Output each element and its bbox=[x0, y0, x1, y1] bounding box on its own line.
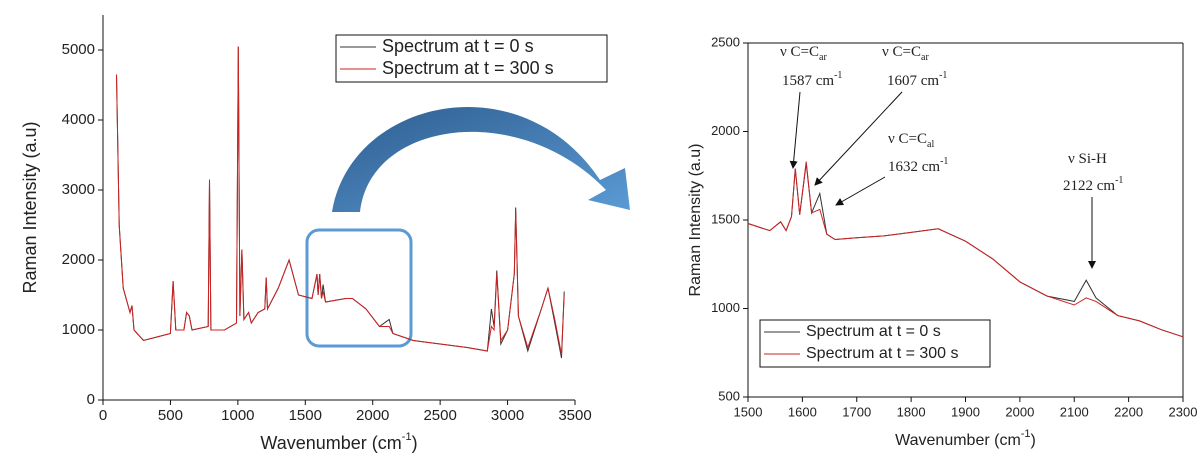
x-tick-label: 1500 bbox=[734, 404, 763, 419]
legend bbox=[335, 34, 608, 83]
annotation-arrow bbox=[814, 91, 903, 186]
x-tick-label: 500 bbox=[158, 407, 183, 424]
x-axis-label-part: ) bbox=[412, 433, 418, 453]
annotation: ν C=Car bbox=[780, 44, 827, 63]
legend-label: Spectrum at t = 300 s bbox=[806, 345, 959, 362]
x-tick-label: 1700 bbox=[842, 404, 871, 419]
annotation: ν C=Car bbox=[882, 44, 929, 63]
x-axis-label-part: Wavenumber (cm bbox=[895, 432, 1021, 449]
y-tick-label: 1000 bbox=[711, 300, 740, 315]
spectrum-line bbox=[747, 161, 1184, 338]
x-axis-label: Wavenumber (cm-1) bbox=[895, 428, 1036, 449]
x-tick-label: 2100 bbox=[1060, 404, 1089, 419]
spectrum-line bbox=[116, 46, 565, 355]
x-tick-label: 2500 bbox=[423, 407, 456, 424]
legend-label: Spectrum at t = 0 s bbox=[382, 36, 534, 56]
x-tick-label: 1800 bbox=[897, 404, 926, 419]
annotation: ν C=Cal bbox=[888, 131, 934, 150]
x-tick-label: 2000 bbox=[1005, 404, 1034, 419]
y-axis-label: Raman Intensity (a.u) bbox=[687, 144, 704, 297]
y-tick-label: 5000 bbox=[62, 41, 95, 58]
annotation: 1632 cm-1 bbox=[888, 156, 948, 175]
annotation-arrow bbox=[789, 91, 801, 169]
y-tick-label: 2500 bbox=[711, 34, 740, 49]
y-tick-label: 500 bbox=[718, 388, 740, 403]
annotation: 1607 cm-1 bbox=[887, 70, 947, 89]
annotations: ν C=Car 1587 cm-1 ν C=Car 1607 cm-1 ν C=… bbox=[780, 44, 1123, 269]
annotation: 2122 cm-1 bbox=[1063, 175, 1123, 194]
annotation-arrow bbox=[835, 176, 886, 206]
y-tick-label: 1000 bbox=[62, 321, 95, 338]
x-tick-label: 1500 bbox=[289, 407, 322, 424]
y-axis-label: Raman Intensity (a.u) bbox=[20, 121, 40, 293]
spectrum-line bbox=[747, 163, 1184, 338]
x-tick-label: 1600 bbox=[788, 404, 817, 419]
x-tick-label: 3500 bbox=[558, 407, 591, 424]
x-axis-label-part: -1 bbox=[402, 431, 412, 443]
x-tick-label: 1000 bbox=[221, 407, 254, 424]
legend-label: Spectrum at t = 300 s bbox=[382, 58, 554, 78]
x-axis-label-part: Wavenumber (cm bbox=[260, 433, 401, 453]
x-tick-label: 0 bbox=[99, 407, 107, 424]
legend-label: Spectrum at t = 0 s bbox=[806, 323, 941, 340]
zoom-arrow bbox=[332, 106, 630, 212]
zoom-box bbox=[305, 228, 413, 348]
x-tick-label: 2000 bbox=[356, 407, 389, 424]
x-tick-label: 1900 bbox=[951, 404, 980, 419]
x-axis-label-part: ) bbox=[1031, 432, 1036, 449]
x-tick-label: 2300 bbox=[1169, 404, 1198, 419]
y-tick-label: 0 bbox=[87, 391, 95, 408]
annotation: 1587 cm-1 bbox=[782, 70, 842, 89]
x-tick-label: 2200 bbox=[1114, 404, 1143, 419]
legend bbox=[759, 319, 991, 368]
y-tick-label: 2000 bbox=[62, 251, 95, 268]
y-tick-label: 4000 bbox=[62, 111, 95, 128]
y-tick-label: 3000 bbox=[62, 181, 95, 198]
x-tick-label: 3000 bbox=[491, 407, 524, 424]
y-tick-label: 2000 bbox=[711, 123, 740, 138]
x-axis-label: Wavenumber (cm-1) bbox=[260, 431, 417, 453]
y-tick-label: 1500 bbox=[711, 211, 740, 226]
x-axis-label-part: -1 bbox=[1021, 428, 1031, 440]
annotation: ν Si-H bbox=[1068, 151, 1107, 167]
